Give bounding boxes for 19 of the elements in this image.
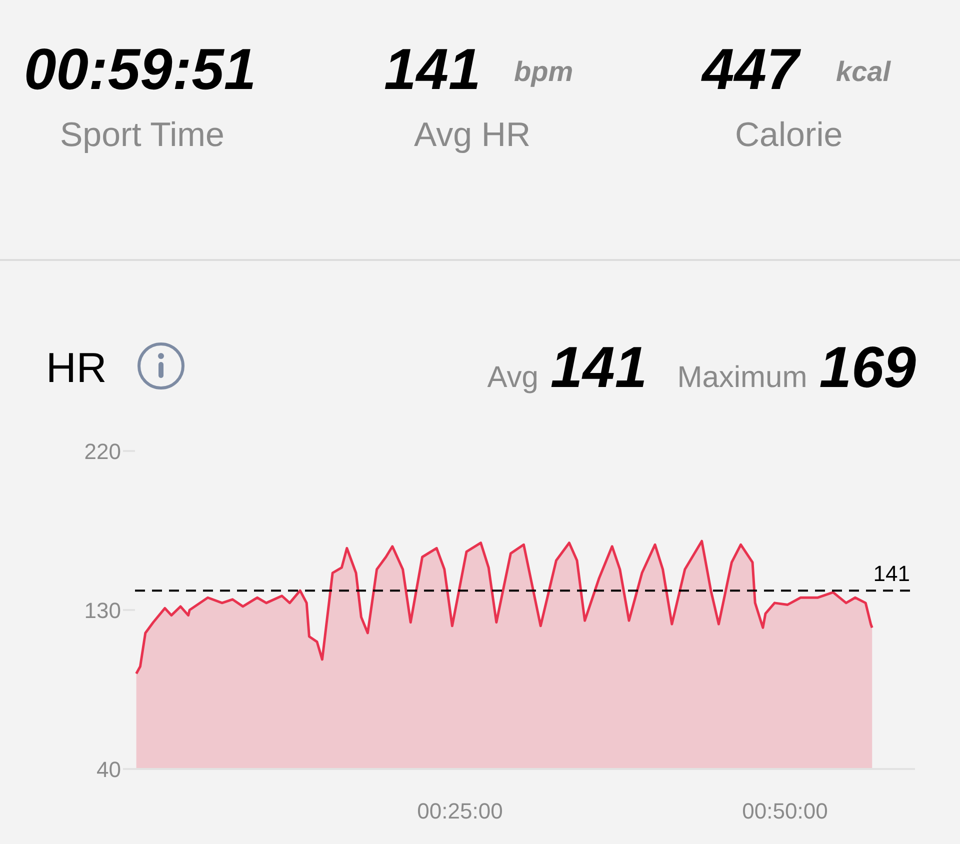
text: kcal <box>836 56 890 88</box>
text: bpm <box>514 56 574 88</box>
text: Avg <box>487 361 538 395</box>
text: 00:59:51 <box>24 36 256 103</box>
text: Avg HR <box>414 116 531 155</box>
y-tick-label: 130 <box>84 598 121 623</box>
text: 169 <box>819 334 916 401</box>
y-tick-label: 40 <box>96 756 121 782</box>
x-tick-label: 00:25:00 <box>417 798 503 824</box>
text: 141 <box>550 334 648 401</box>
text: 141 <box>384 36 481 103</box>
text: Sport Time <box>60 116 224 155</box>
chart-title: HR <box>46 344 107 392</box>
ref-line-label: 141 <box>873 561 910 586</box>
text: Calorie <box>735 116 843 155</box>
x-tick-label: 00:50:00 <box>742 798 828 824</box>
text: Maximum <box>677 361 808 395</box>
y-tick-label: 220 <box>84 438 121 464</box>
text: 447 <box>702 36 799 103</box>
